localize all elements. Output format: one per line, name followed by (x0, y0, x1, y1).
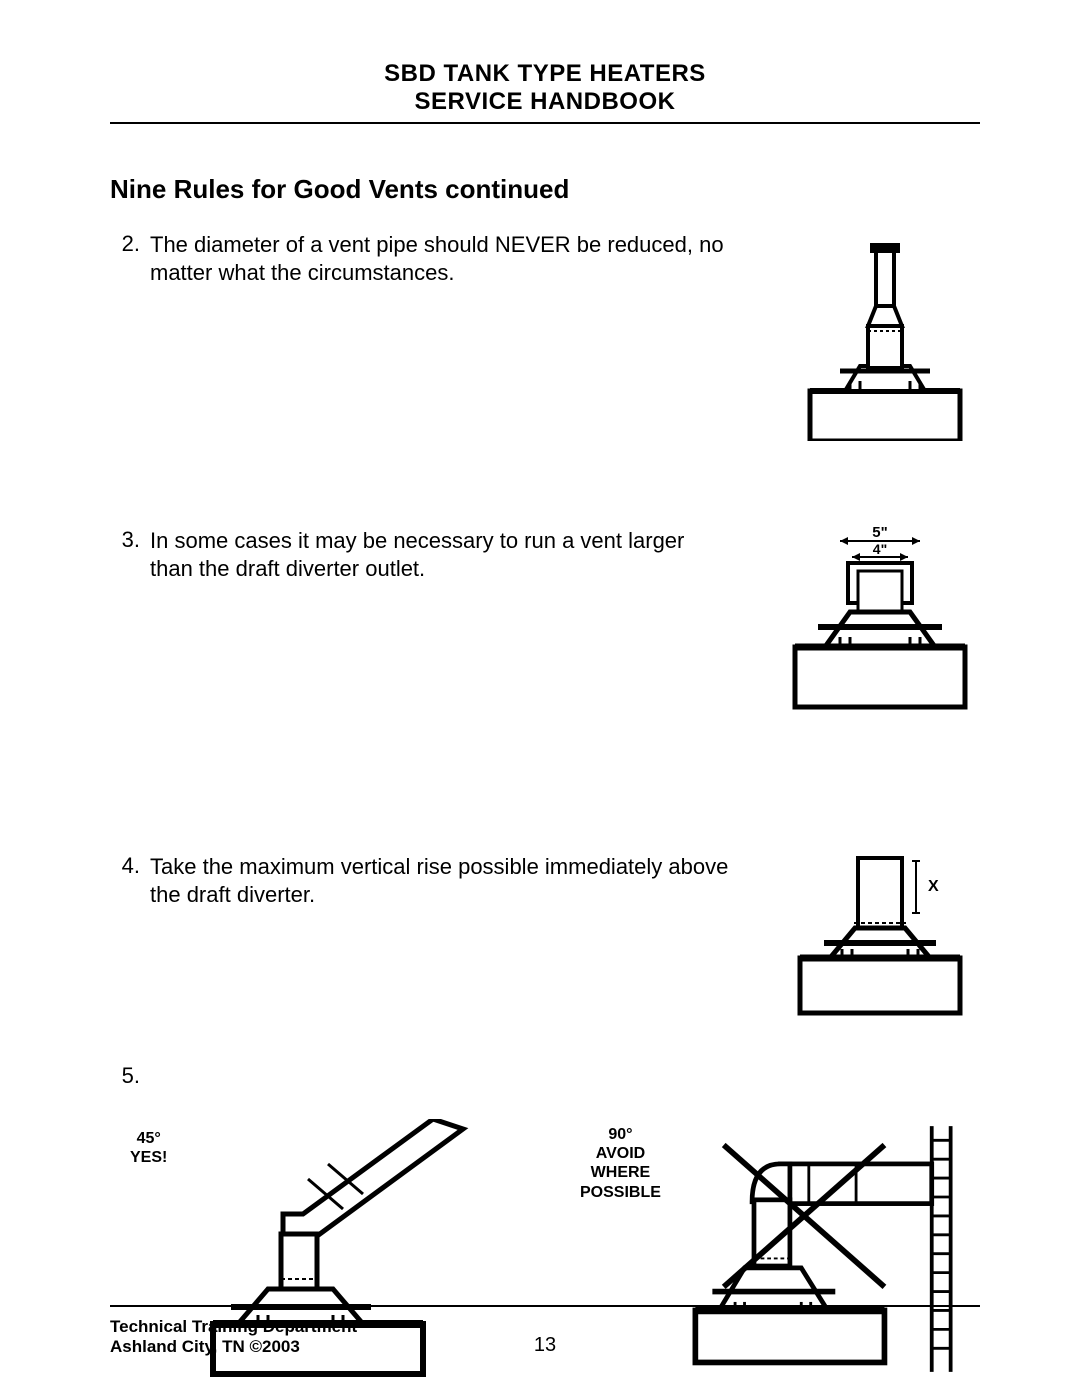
rule-3-text: In some cases it may be necessary to run… (150, 527, 750, 582)
header-line2: SERVICE HANDBOOK (110, 88, 980, 116)
rule-2-number: 2. (110, 231, 150, 257)
fig3-dim-top: 5" (872, 527, 887, 541)
rule-5-row: 5. (110, 1063, 980, 1089)
fig3-dim-bot: 4" (873, 541, 887, 557)
rule-4-number: 4. (110, 853, 150, 879)
rule-5-number: 5. (110, 1063, 150, 1089)
fig5a-angle: 45° (130, 1129, 167, 1148)
section-title: Nine Rules for Good Vents continued (110, 174, 980, 205)
rule-2-figure (750, 231, 980, 441)
rule-2-row: 2. The diameter of a vent pipe should NE… (110, 231, 980, 441)
page-footer: Technical Training Department Ashland Ci… (110, 1317, 980, 1357)
fig5b-l2: AVOID (580, 1144, 661, 1163)
header-line1: SBD TANK TYPE HEATERS (110, 60, 980, 88)
fig5b-label: 90° AVOID WHERE POSSIBLE (580, 1125, 661, 1202)
footer-page-number: 13 (110, 1334, 980, 1357)
page: SBD TANK TYPE HEATERS SERVICE HANDBOOK N… (0, 0, 1080, 1397)
fig5b-l4: POSSIBLE (580, 1183, 661, 1202)
rule-3-number: 3. (110, 527, 150, 553)
footer-rule (110, 1305, 980, 1307)
fig4-x-label: X (928, 878, 939, 895)
rule-3-row: 3. In some cases it may be necessary to … (110, 527, 980, 717)
rule-4-text: Take the maximum vertical rise possible … (150, 853, 750, 908)
fig5a-caption: YES! (130, 1148, 167, 1167)
fig5b-angle: 90° (580, 1125, 661, 1144)
fig5b-l3: WHERE (580, 1163, 661, 1182)
rule-2-text: The diameter of a vent pipe should NEVER… (150, 231, 750, 286)
page-header: SBD TANK TYPE HEATERS SERVICE HANDBOOK (110, 60, 980, 116)
rule-4-figure: X (750, 853, 980, 1023)
header-rule (110, 122, 980, 124)
fig5a-label: 45° YES! (130, 1129, 167, 1167)
rule-4-row: 4. Take the maximum vertical rise possib… (110, 853, 980, 1023)
rule-3-figure: 5" 4" (750, 527, 980, 717)
